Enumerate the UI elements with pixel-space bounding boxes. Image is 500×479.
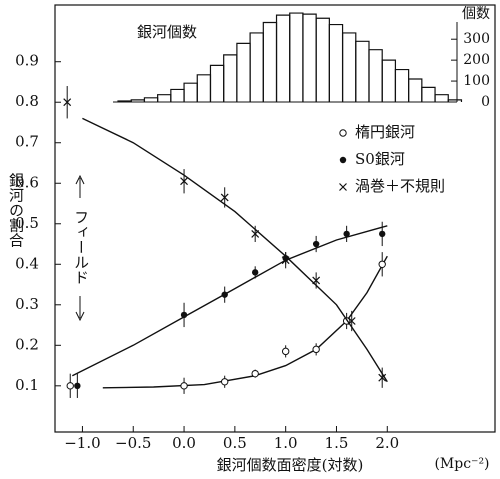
inset-y-tick-label: 200 <box>463 52 490 68</box>
marker <box>312 276 321 285</box>
x-tick-label: 0.0 <box>172 434 196 452</box>
marker <box>379 230 386 238</box>
hist-bar <box>328 23 344 102</box>
y-tick-label: 0.2 <box>15 335 39 353</box>
marker <box>312 345 320 354</box>
marker <box>339 156 347 164</box>
hist-bar <box>434 94 449 102</box>
inset-y-label: 個数 <box>462 6 490 22</box>
marker <box>251 369 259 378</box>
marker <box>281 347 290 356</box>
marker <box>220 378 229 386</box>
x-axis-unit: (Mpc⁻²) <box>434 456 489 472</box>
y-tick-label: 0.9 <box>15 52 39 70</box>
x-tick-label: −1.0 <box>64 434 100 452</box>
inset-y-tick-label: 100 <box>463 73 490 89</box>
hist-bar <box>408 78 423 102</box>
hist-bar <box>275 14 291 102</box>
marker <box>251 269 259 276</box>
y-tick-label: 0.8 <box>15 92 39 110</box>
marker <box>281 256 290 265</box>
marker <box>221 291 228 298</box>
fit-curve <box>82 117 388 383</box>
hist-bar <box>209 64 225 102</box>
hist-bar <box>262 21 278 102</box>
arrow-head <box>75 311 85 322</box>
hist-bar <box>341 32 357 102</box>
hist-bar <box>157 94 172 102</box>
field-annotation: フィールド <box>72 174 90 322</box>
inset-title: 銀河個数 <box>137 23 197 41</box>
arrow-head <box>75 174 85 185</box>
hist-bar <box>236 42 251 102</box>
x-tick-label: 2.0 <box>375 434 399 452</box>
x-tick-label: −0.5 <box>115 434 151 452</box>
hist-bar <box>302 13 317 102</box>
marker <box>180 177 188 186</box>
marker <box>180 382 188 390</box>
marker <box>66 382 74 390</box>
y-tick-label: 0.1 <box>15 376 39 394</box>
x-tick-label: 1.0 <box>274 434 298 452</box>
marker <box>220 193 229 202</box>
x-tick-label: 1.5 <box>325 434 349 452</box>
y-tick-label: 0.4 <box>15 254 39 272</box>
marker <box>378 260 386 268</box>
hist-bar <box>183 82 198 102</box>
hist-bar <box>447 99 463 102</box>
hist-bar <box>315 17 330 102</box>
hist-bar <box>355 40 370 102</box>
y-tick-label: 0.5 <box>15 214 39 232</box>
marker <box>347 317 356 325</box>
legend-label: S0銀河 <box>355 150 405 168</box>
marker <box>339 183 347 191</box>
marker <box>63 98 72 107</box>
y-tick-label: 0.6 <box>15 173 39 191</box>
y-axis-label: 銀河の割合 <box>7 173 25 248</box>
hist-bar <box>143 97 159 102</box>
fit-curve <box>71 225 388 377</box>
marker <box>339 129 347 137</box>
x-tick-label: 0.5 <box>223 434 247 452</box>
y-tick-label: 0.3 <box>15 295 39 313</box>
hist-bar <box>289 12 304 102</box>
hist-bar <box>196 74 212 102</box>
x-axis-label: 銀河個数面密度(対数) <box>217 456 364 474</box>
hist-bar <box>223 54 238 102</box>
hist-bar <box>249 32 264 102</box>
inset-y-tick-label: 0 <box>481 94 490 110</box>
hist-bar <box>170 88 185 102</box>
marker <box>312 240 320 248</box>
fit-curve <box>102 255 388 389</box>
hist-bar <box>368 49 383 102</box>
hist-bar <box>381 59 397 102</box>
plot-frame <box>54 4 496 433</box>
annotation: フィールド <box>72 210 90 285</box>
inset-y-tick-label: 300 <box>463 31 490 47</box>
marker <box>343 230 350 238</box>
hist-bar <box>394 68 410 102</box>
marker <box>251 229 260 238</box>
y-tick-label: 0.7 <box>15 133 39 151</box>
marker <box>180 311 188 319</box>
marker <box>378 373 387 382</box>
legend-label: 楕円銀河 <box>355 123 415 141</box>
hist-bar <box>421 86 436 102</box>
marker <box>74 382 81 390</box>
legend-label: 渦巻＋不規則 <box>355 177 445 195</box>
